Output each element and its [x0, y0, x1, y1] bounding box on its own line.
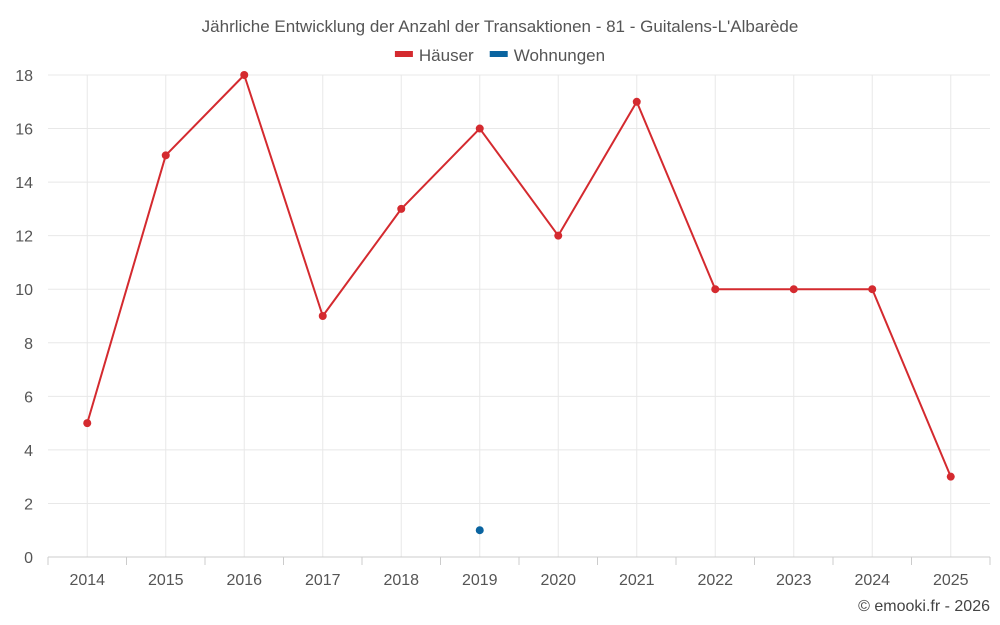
y-tick-label: 6 — [24, 389, 33, 406]
x-axis: 2014 2015 2016 2017 2018 2019 2020 2021 2022 2023… — [47, 556, 991, 589]
legend-label: Häuser — [419, 46, 474, 65]
x-tick-label: 2022 — [697, 572, 733, 589]
data-point — [868, 285, 877, 294]
y-tick-label: 16 — [15, 122, 33, 139]
x-tick-label: 2015 — [148, 572, 184, 589]
y-tick-label: 14 — [15, 175, 33, 192]
legend: Häuser Wohnungen — [394, 46, 605, 65]
legend-label: Wohnungen — [514, 46, 605, 65]
credit-text: © emooki.fr - 2026 — [858, 598, 990, 615]
x-tick-label: 2016 — [226, 572, 262, 589]
data-point — [632, 97, 641, 106]
grid-lines — [48, 74, 990, 557]
series-layer — [83, 71, 955, 535]
y-tick-label: 12 — [15, 229, 33, 246]
x-tick-label: 2019 — [462, 572, 498, 589]
data-point — [711, 285, 720, 294]
y-tick-label: 18 — [15, 68, 33, 85]
series-1 — [83, 71, 955, 481]
data-point — [475, 124, 484, 133]
x-tick-label: 2023 — [776, 572, 812, 589]
x-tick-label: 2014 — [69, 572, 105, 589]
data-point — [240, 71, 249, 79]
data-point — [946, 472, 955, 481]
x-tick-label: 2020 — [540, 572, 576, 589]
y-axis: 0 2 4 6 8 10 12 14 16 18 — [15, 68, 33, 567]
x-tick-label: 2024 — [854, 572, 890, 589]
y-tick-label: 2 — [24, 496, 33, 513]
x-tick-label: 2025 — [933, 572, 969, 589]
y-tick-label: 4 — [24, 443, 33, 460]
series-line — [86, 74, 952, 478]
data-point — [161, 151, 170, 160]
x-tick-label: 2018 — [383, 572, 419, 589]
x-tick-label: 2017 — [305, 572, 341, 589]
data-point — [397, 204, 406, 213]
y-tick-label: 8 — [24, 336, 33, 353]
x-tick-label: 2021 — [619, 572, 655, 589]
legend-swatch — [489, 51, 508, 57]
data-point — [83, 419, 92, 428]
data-point — [554, 231, 563, 240]
series-2 — [475, 526, 484, 535]
chart-title: Jährliche Entwicklung der Anzahl der Tra… — [202, 17, 799, 36]
y-tick-label: 10 — [15, 282, 33, 299]
data-point — [475, 526, 484, 535]
data-point — [318, 312, 327, 320]
data-point — [789, 285, 798, 294]
y-tick-label: 0 — [24, 550, 33, 567]
legend-swatch — [394, 51, 413, 57]
